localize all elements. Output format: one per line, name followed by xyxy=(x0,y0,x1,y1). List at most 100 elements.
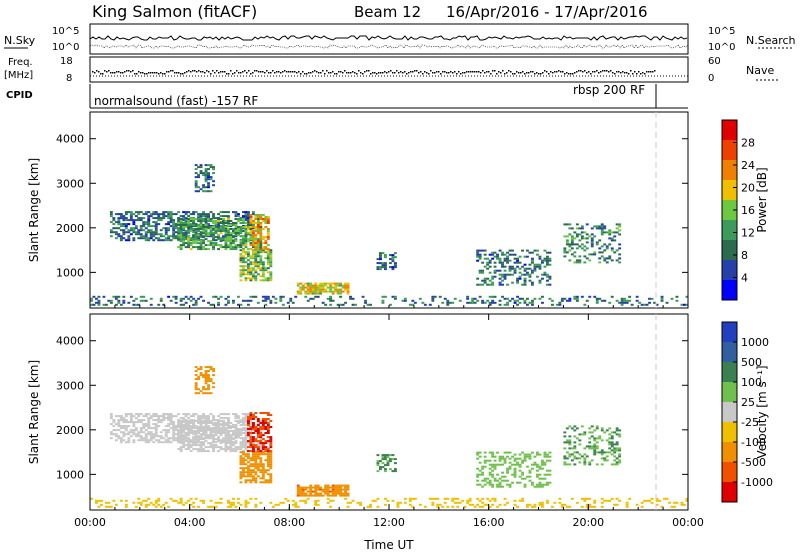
data-cell xyxy=(590,459,594,462)
data-cell xyxy=(334,282,338,285)
data-cell xyxy=(346,488,350,491)
data-cell xyxy=(109,413,113,416)
data-cell xyxy=(486,261,490,264)
data-cell xyxy=(204,180,208,183)
data-cell xyxy=(249,457,253,460)
data-cell xyxy=(538,265,542,268)
data-cell xyxy=(252,471,255,474)
data-cell xyxy=(209,240,213,243)
data-cell xyxy=(142,237,146,240)
data-cell xyxy=(219,446,223,449)
data-cell xyxy=(266,422,270,424)
data-cell xyxy=(618,453,622,456)
data-cell xyxy=(428,497,432,500)
freq-point xyxy=(246,72,248,74)
data-cell xyxy=(244,415,248,418)
data-cell xyxy=(528,273,532,276)
data-cell xyxy=(229,422,233,424)
data-cell xyxy=(259,459,263,462)
data-cell xyxy=(526,503,529,506)
data-cell xyxy=(573,463,577,466)
data-cell xyxy=(486,257,490,260)
data-cell xyxy=(179,218,183,220)
data-cell xyxy=(137,501,141,504)
data-cell xyxy=(408,499,412,502)
data-cell xyxy=(304,286,308,289)
data-cell xyxy=(264,226,268,228)
freq-point xyxy=(472,71,474,73)
data-cell xyxy=(209,444,213,447)
data-cell xyxy=(189,244,193,247)
data-cell xyxy=(513,299,517,302)
data-cell xyxy=(261,261,265,264)
data-cell xyxy=(252,429,255,432)
data-cell xyxy=(199,448,203,451)
data-cell xyxy=(541,505,544,508)
freq-point xyxy=(536,72,538,74)
data-cell xyxy=(568,441,572,444)
data-cell xyxy=(192,438,196,441)
data-cell xyxy=(182,424,186,426)
data-cell xyxy=(483,455,487,458)
data-cell xyxy=(194,378,198,381)
data-cell xyxy=(242,450,245,453)
data-cell xyxy=(249,230,253,232)
freq-point xyxy=(250,73,252,75)
data-cell xyxy=(528,479,532,482)
data-cell xyxy=(159,419,163,422)
data-cell xyxy=(339,295,343,298)
data-cell xyxy=(122,431,126,434)
data-cell xyxy=(259,448,263,451)
freq-point xyxy=(402,72,404,74)
data-cell xyxy=(496,257,499,260)
data-cell xyxy=(503,275,507,278)
data-cell xyxy=(237,234,240,237)
data-cell xyxy=(468,497,472,500)
data-cell xyxy=(249,222,253,224)
data-cell xyxy=(179,448,183,451)
data-cell xyxy=(172,439,176,442)
data-cell xyxy=(563,431,567,434)
data-cell xyxy=(222,424,225,426)
data-cell xyxy=(194,186,198,189)
data-cell xyxy=(232,501,235,504)
data-cell xyxy=(324,282,328,285)
freq-point xyxy=(516,71,518,73)
data-cell xyxy=(114,213,118,216)
data-cell xyxy=(202,428,205,430)
data-cell xyxy=(174,227,178,230)
data-cell xyxy=(189,422,193,424)
data-cell xyxy=(389,303,392,306)
data-cell xyxy=(316,295,320,298)
data-cell xyxy=(252,230,255,232)
data-cell xyxy=(501,479,504,482)
data-cell xyxy=(199,372,203,375)
data-cell xyxy=(488,271,492,274)
data-cell xyxy=(177,436,181,439)
data-cell xyxy=(488,301,492,304)
freq-point xyxy=(196,71,198,73)
freq-point xyxy=(424,71,426,73)
data-cell xyxy=(179,303,183,306)
data-cell xyxy=(608,437,612,440)
data-cell xyxy=(207,218,210,220)
data-cell xyxy=(147,427,151,430)
data-cell xyxy=(244,417,248,420)
data-cell xyxy=(493,265,497,268)
data-cell xyxy=(212,239,215,242)
data-cell xyxy=(162,239,166,242)
data-cell xyxy=(349,295,352,298)
y-tick-label: 1000 xyxy=(56,468,84,481)
data-cell xyxy=(291,301,295,304)
data-cell xyxy=(107,299,111,302)
data-cell xyxy=(311,284,315,287)
data-cell xyxy=(568,439,572,442)
data-cell xyxy=(239,235,243,238)
freq-point xyxy=(400,71,402,73)
data-cell xyxy=(247,213,250,216)
data-cell xyxy=(192,436,196,439)
data-cell xyxy=(239,437,243,440)
data-cell xyxy=(585,247,589,250)
data-cell xyxy=(189,228,193,230)
data-cell xyxy=(187,438,191,441)
